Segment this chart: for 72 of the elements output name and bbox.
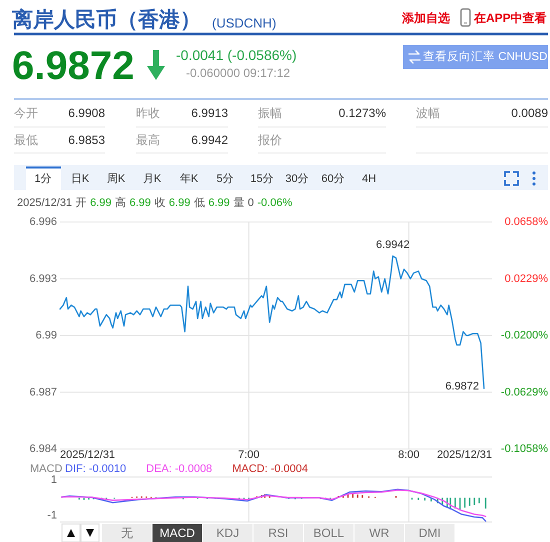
annotation: 2025/12/31 (436, 449, 492, 461)
text: 6.9942 (191, 133, 228, 147)
annotation: 6.9942 (376, 239, 410, 252)
y-tick-label: 1 (50, 474, 57, 486)
text: 15分 (250, 173, 274, 185)
text: 0.0089 (511, 106, 548, 120)
text: 6.99 (168, 197, 190, 209)
y-tick-label: 6.996 (29, 216, 57, 228)
y-tick-label: 6.987 (29, 386, 57, 398)
text: 最低 (14, 133, 38, 147)
text: -0.06% (257, 197, 292, 209)
text: MACD (160, 526, 196, 540)
text: 开 (76, 197, 87, 209)
text: DEA: -0.0008 (146, 463, 212, 475)
text: 6.9913 (191, 106, 228, 120)
text: 0.1273% (338, 106, 386, 120)
text: 1分 (34, 173, 52, 185)
text: 无 (120, 526, 133, 540)
text: 今开 (14, 106, 38, 120)
text: 月K (142, 173, 162, 185)
text: 6.99 (129, 197, 151, 209)
text: 60分 (321, 173, 345, 185)
text: 昨收 (136, 106, 160, 120)
text: 在APP中查看 (473, 11, 547, 25)
y-tick-label: 6.993 (29, 272, 57, 285)
text: (USDCNH) (212, 16, 276, 30)
text: 报价 (257, 133, 282, 147)
text: 30分 (285, 173, 309, 185)
text: BOLL (313, 526, 344, 540)
text: 查看反向汇率 CNHUSD (423, 49, 548, 63)
text: 6.99 (208, 197, 230, 209)
y-tick-label: 6.984 (29, 443, 57, 455)
text: 离岸人民币（香港） (11, 8, 201, 32)
text: 低 (194, 197, 205, 209)
text: 最高 (136, 133, 160, 147)
text: 2025/12/31 (17, 197, 72, 209)
chart-title: MACD (30, 463, 62, 475)
text: WR (369, 526, 390, 540)
x-tick-label: 8:00 (398, 449, 420, 461)
text: DMI (418, 526, 441, 540)
series-label: DIF: -0.0010 (65, 463, 126, 475)
y2-tick-label: 0.0658% (504, 216, 548, 228)
text: RSI (268, 526, 288, 540)
text: 5分 (216, 173, 234, 185)
y2-tick-label: -0.0629% (500, 386, 548, 398)
text: -0.0041 (-0.0586%) (176, 47, 297, 63)
annotation: 2025/12/31 (60, 449, 116, 461)
text: 波幅 (416, 106, 440, 120)
text: 4H (362, 173, 376, 185)
text: 0 (248, 197, 254, 209)
text: 6.9872 (12, 44, 134, 88)
y-tick-label: 6.99 (36, 330, 57, 342)
y2-tick-label: -0.1058% (500, 443, 548, 455)
text: 6.9853 (68, 133, 106, 147)
text: 6.99 (90, 197, 112, 209)
text: 年K (180, 173, 199, 185)
text: 振幅 (258, 106, 282, 120)
text: MACD: -0.0004 (232, 463, 308, 475)
y2-tick-label: -0.0200% (500, 330, 548, 342)
text: 量 (233, 197, 244, 209)
y2-tick-label: 0.0229% (504, 272, 548, 285)
text: -0.060000 09:17:12 (186, 66, 290, 80)
text: 高 (114, 196, 126, 209)
annotation: 6.9872 (445, 380, 479, 392)
y-tick-label: -1 (47, 510, 57, 522)
text: 周K (106, 173, 126, 185)
text: 日K (70, 173, 90, 185)
text: KDJ (216, 526, 240, 540)
text: 6.9908 (68, 106, 106, 120)
text: 收 (154, 197, 166, 209)
x-tick-label: 7:00 (238, 449, 260, 461)
text: 添加自选 (401, 11, 450, 25)
